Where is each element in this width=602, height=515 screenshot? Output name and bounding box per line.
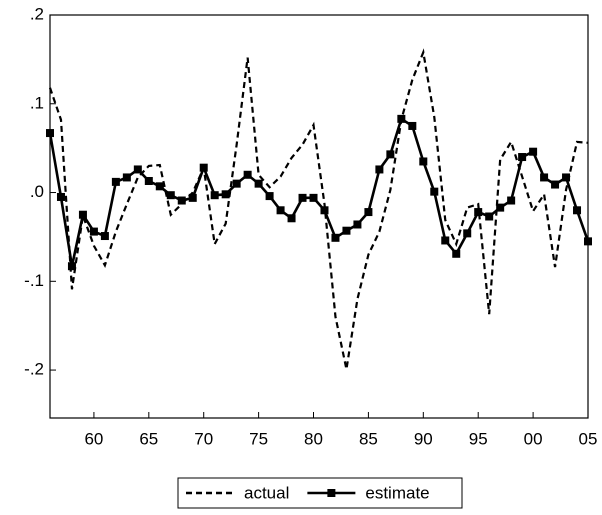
marker	[210, 191, 219, 200]
marker	[441, 236, 450, 245]
marker	[276, 206, 285, 215]
x-tick-label: 70	[194, 429, 213, 448]
marker	[199, 163, 208, 172]
marker	[67, 262, 76, 271]
legend-label: actual	[244, 483, 289, 502]
marker	[419, 157, 428, 166]
marker	[155, 182, 164, 191]
marker	[320, 206, 329, 215]
x-tick-label: 05	[579, 429, 598, 448]
marker	[364, 208, 373, 217]
marker	[166, 191, 175, 200]
plot-frame	[49, 14, 589, 419]
marker	[122, 173, 131, 182]
marker	[397, 114, 406, 123]
marker	[540, 173, 549, 182]
marker	[298, 193, 307, 202]
series-line	[48, 48, 589, 370]
x-tick-label: 00	[524, 429, 543, 448]
legend-label: estimate	[365, 483, 429, 502]
marker	[529, 147, 538, 156]
marker	[46, 129, 54, 138]
y-tick-label: -.1	[24, 271, 44, 290]
marker	[375, 165, 384, 174]
marker	[386, 150, 395, 159]
marker	[353, 220, 362, 229]
marker	[309, 193, 318, 202]
marker	[463, 229, 472, 238]
marker	[584, 237, 592, 246]
x-tick-label: 75	[249, 429, 268, 448]
marker	[573, 206, 582, 215]
marker	[518, 153, 527, 162]
y-tick-label: -.2	[24, 360, 44, 379]
x-tick-label: 65	[139, 429, 158, 448]
x-tick-label: 80	[304, 429, 323, 448]
series-line	[48, 116, 590, 267]
marker	[408, 121, 417, 130]
marker	[562, 173, 571, 182]
marker	[177, 196, 186, 205]
legend-marker	[327, 489, 336, 497]
marker	[496, 203, 505, 212]
y-tick-label: .1	[30, 93, 44, 112]
marker	[111, 177, 120, 186]
marker	[144, 176, 153, 185]
marker	[265, 192, 274, 201]
marker	[78, 210, 87, 219]
y-tick-label: .2	[30, 4, 44, 23]
marker	[485, 212, 494, 221]
marker	[188, 193, 197, 202]
marker	[133, 165, 142, 174]
y-tick-label: .0	[30, 182, 44, 201]
marker	[474, 208, 483, 217]
marker	[100, 232, 109, 241]
marker	[342, 226, 351, 235]
x-tick-label: 90	[414, 429, 433, 448]
marker	[287, 214, 296, 223]
marker	[507, 196, 516, 205]
marker	[232, 179, 241, 188]
marker	[89, 227, 98, 236]
x-tick-label: 60	[84, 429, 103, 448]
marker	[221, 190, 230, 199]
marker	[430, 187, 439, 196]
x-tick-label: 85	[359, 429, 378, 448]
marker	[452, 249, 461, 258]
marker	[331, 233, 340, 242]
x-tick-label: 95	[469, 429, 488, 448]
marker	[243, 170, 252, 179]
marker	[56, 192, 65, 201]
marker	[551, 180, 560, 189]
marker	[254, 179, 263, 188]
